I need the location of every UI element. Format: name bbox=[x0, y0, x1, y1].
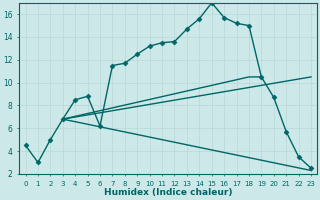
X-axis label: Humidex (Indice chaleur): Humidex (Indice chaleur) bbox=[104, 188, 233, 197]
